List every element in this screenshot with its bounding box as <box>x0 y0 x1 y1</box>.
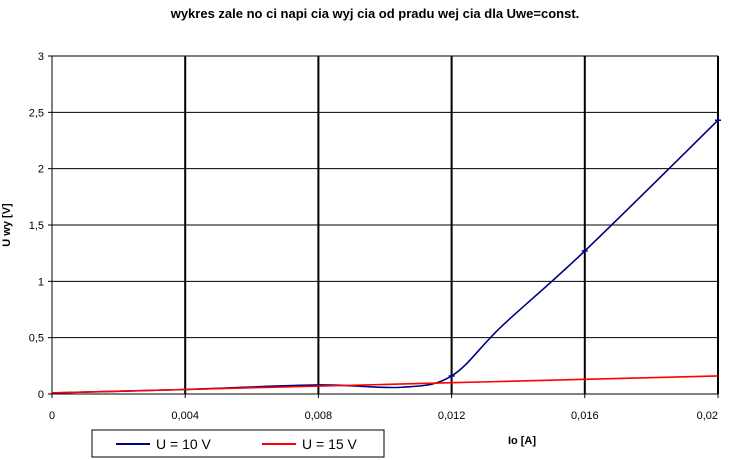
series-line-u15 <box>51 375 719 394</box>
y-tick-label: 0,5 <box>29 333 44 345</box>
y-tick-label: 3 <box>38 51 44 63</box>
legend-label-u15: U = 15 V <box>302 436 358 452</box>
y-tick-label: 1,5 <box>29 220 44 232</box>
y-tick-label: 2 <box>38 164 44 176</box>
y-tick-label: 2,5 <box>29 107 44 119</box>
x-axis-label: Io [A] <box>508 435 536 447</box>
series-markers <box>448 117 721 379</box>
tick-labels: 0 0,5 1 1,5 2 2,5 3 0 0,004 0,008 0,012 0,016 0,02 <box>29 51 718 422</box>
legend: U = 10 V U = 15 V <box>91 429 385 458</box>
x-tick-label: 0,012 <box>438 410 466 422</box>
chart-title: wykres zale no ci napi cia wyj cia od pr… <box>170 6 580 21</box>
x-tick-label: 0,016 <box>571 410 599 422</box>
x-tick-label: 0 <box>49 410 55 422</box>
y-axis-label: U wy [V] <box>1 203 13 247</box>
grid <box>48 55 719 398</box>
y-tick-label: 1 <box>38 276 44 288</box>
x-tick-label: 0,008 <box>305 410 333 422</box>
x-tick-label: 0,004 <box>171 410 199 422</box>
x-tick-label: 0,02 <box>697 410 718 422</box>
y-tick-label: 0 <box>38 389 44 401</box>
legend-label-u10: U = 10 V <box>156 436 212 452</box>
